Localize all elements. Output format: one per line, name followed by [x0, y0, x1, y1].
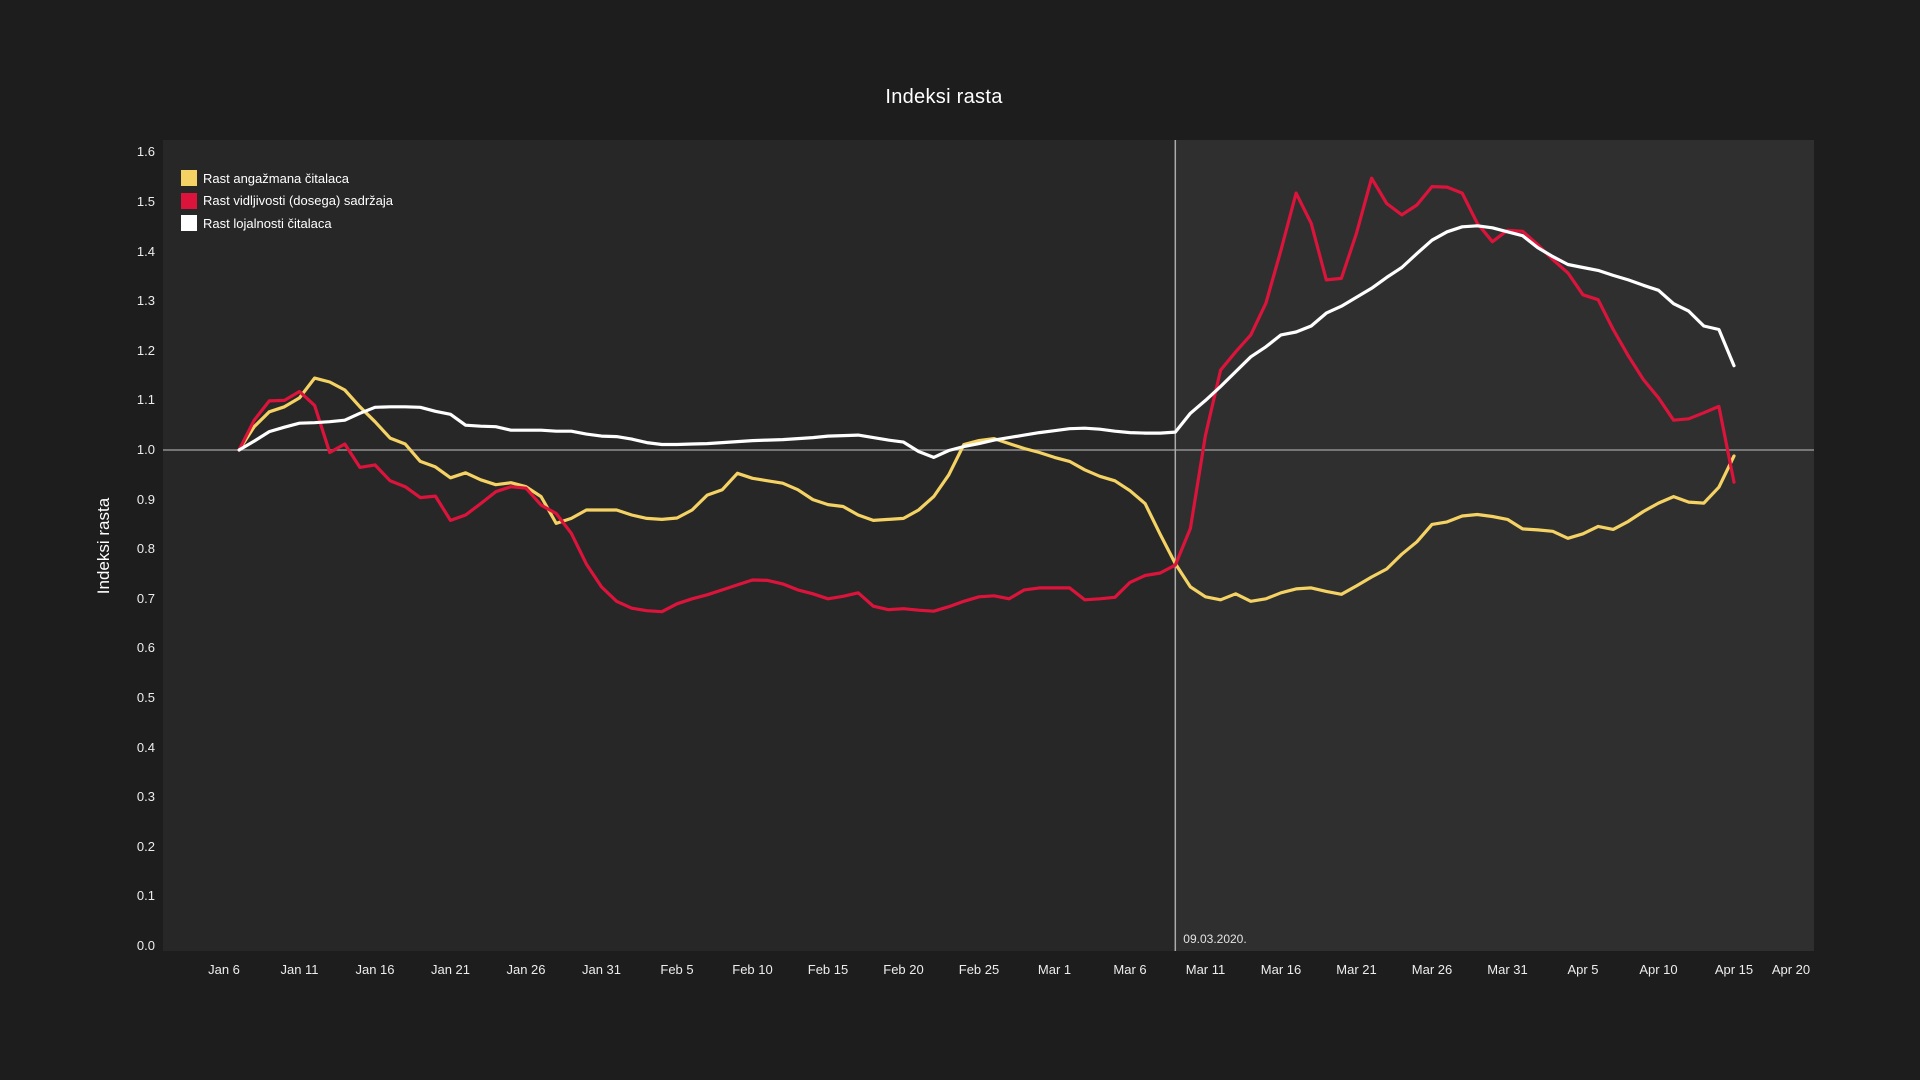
x-tick-label: Jan 16	[355, 962, 395, 977]
legend-item-1: Rast vidljivosti (dosega) sadržaja	[181, 192, 394, 209]
y-tick-label: 0.3	[136, 789, 155, 805]
x-tick-label: Jan 26	[506, 962, 546, 977]
chart-title: Indeksi rasta	[885, 86, 1003, 108]
y-tick-label: 1.0	[136, 442, 155, 457]
y-tick-label: 0.4	[136, 739, 155, 755]
x-tick-label: Apr 20	[1771, 962, 1811, 977]
legend: Rast angažmana čitalaca Rast vidljivosti …	[181, 170, 393, 238]
x-tick-label: Mar 26	[1411, 962, 1453, 977]
legend-swatch-icon	[181, 170, 197, 186]
x-tick-label: Mar 11	[1185, 962, 1226, 977]
series-line-2	[237, 224, 1736, 459]
x-tick-label: Mar 6	[1113, 962, 1147, 977]
x-tick-label: Mar 31	[1487, 962, 1528, 977]
y-tick-label: 1.2	[136, 342, 155, 358]
x-tick-label: Mar 16	[1260, 962, 1302, 977]
y-tick-label: 0.2	[136, 838, 155, 854]
y-tick-label: 1.6	[136, 144, 155, 160]
x-tick-label: Jan 31	[581, 962, 622, 977]
legend-swatch-icon	[181, 215, 197, 231]
y-tick-label: 0.8	[136, 541, 155, 557]
y-tick-label: 0.0	[136, 938, 155, 953]
x-tick-label: Jan 11	[280, 962, 319, 977]
event-date-annotation: 09.03.2020.	[1183, 932, 1247, 946]
legend-swatch-icon	[181, 192, 197, 209]
y-tick-label: 1.1	[136, 392, 155, 408]
y-tick-label: 0.1	[136, 888, 155, 904]
x-tick-label: Jan 6	[208, 962, 240, 977]
series-line-0	[237, 376, 1736, 603]
y-tick-label: 0.5	[136, 690, 155, 705]
x-tick-label: Apr 5	[1567, 962, 1599, 977]
y-tick-label: 0.7	[136, 590, 155, 606]
legend-label: Rast vidljivosti (dosega) sadržaja	[203, 193, 394, 208]
legend-label: Rast lojalnosti čitalaca	[203, 215, 332, 231]
x-tick-label: Feb 25	[958, 962, 1000, 977]
legend-item-2: Rast lojalnosti čitalaca	[181, 215, 393, 231]
legend-label: Rast angažmana čitalaca	[203, 170, 349, 186]
x-tick-label: Feb 20	[883, 962, 924, 977]
y-tick-label: 0.9	[136, 491, 155, 507]
y-tick-label: 0.6	[136, 640, 155, 656]
x-tick-label: Apr 10	[1639, 962, 1678, 977]
y-tick-label: 1.5	[136, 194, 155, 209]
series-line-1	[237, 176, 1736, 614]
highlight-region	[1175, 140, 1814, 951]
x-tick-label: Jan 21	[430, 962, 471, 977]
x-tick-label: Apr 15	[1714, 962, 1754, 977]
legend-item-0: Rast angažmana čitalaca	[181, 170, 393, 186]
x-tick-label: Mar 21	[1336, 962, 1377, 977]
y-tick-label: 1.4	[136, 243, 155, 259]
x-tick-label: Feb 15	[807, 962, 849, 977]
x-tick-label: Feb 10	[732, 962, 773, 977]
y-tick-label: 1.3	[136, 293, 155, 309]
x-tick-label: Feb 5	[660, 962, 694, 977]
x-tick-label: Mar 1	[1037, 962, 1072, 977]
